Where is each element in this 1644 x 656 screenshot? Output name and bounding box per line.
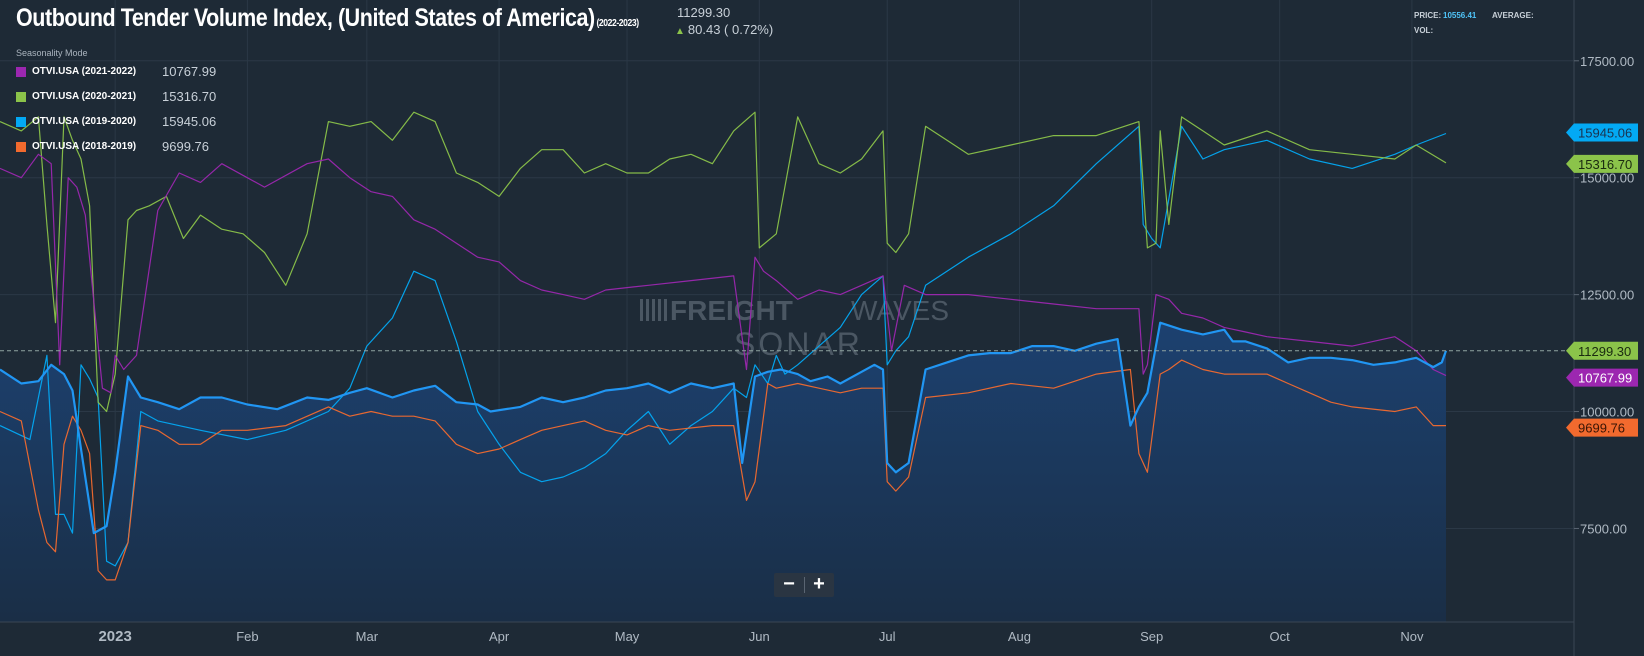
legend-item[interactable]: OTVI.USA (2019-2020) 15945.06	[16, 113, 256, 138]
legend-value: 15945.06	[162, 114, 217, 129]
freightwaves-logo-icon	[640, 299, 667, 321]
legend-label: OTVI.USA (2020-2021)	[32, 91, 137, 102]
watermark-freight: FREIGHT	[670, 295, 793, 326]
end-label-text: 9699.76	[1578, 421, 1625, 436]
y-tick-label: 15000.00	[1580, 171, 1634, 186]
y-tick-label: 12500.00	[1580, 288, 1634, 303]
legend-swatch	[16, 117, 26, 127]
x-tick-label: 2023	[98, 628, 131, 645]
end-label-box	[1566, 341, 1638, 360]
y-tick-label: 10000.00	[1580, 405, 1634, 420]
series-line-otvi-usa-2018-2019-	[0, 359, 1446, 581]
vol-label: VOL:	[1414, 26, 1434, 35]
current-change: ▲ 80.43 ( 0.72%)	[675, 22, 773, 37]
chart-title: Outbound Tender Volume Index, (United St…	[16, 4, 639, 33]
end-labels: 15945.06 15316.70 11299.30 10767.99 9699.76	[1566, 123, 1638, 437]
legend: OTVI.USA (2021-2022) 10767.99 OTVI.USA (…	[16, 63, 256, 163]
legend-value: 9699.76	[162, 139, 209, 154]
price-label: PRICE:	[1414, 11, 1442, 20]
legend-swatch	[16, 67, 26, 77]
legend-value: 15316.70	[162, 89, 217, 104]
watermark-waves: WAVES	[851, 295, 949, 326]
end-label-box	[1566, 368, 1638, 387]
legend-label: OTVI.USA (2018-2019)	[32, 141, 137, 152]
end-label: 9699.76	[1566, 418, 1638, 437]
y-tick-label: 17500.00	[1580, 54, 1634, 69]
end-label: 10767.99	[1566, 368, 1638, 387]
series-line-otvi-usa-2022-2023-	[0, 321, 1448, 535]
x-tick-label: Mar	[356, 629, 379, 644]
legend-swatch	[16, 92, 26, 102]
end-label: 11299.30	[1566, 341, 1638, 360]
end-label-box	[1566, 154, 1638, 173]
end-label: 15945.06	[1566, 123, 1638, 142]
legend-swatch	[16, 142, 26, 152]
end-label-text: 15316.70	[1578, 157, 1632, 172]
price-value: 10556.41	[1443, 11, 1477, 20]
x-tick-label: Jun	[749, 629, 770, 644]
x-tick-label: Apr	[489, 629, 510, 644]
series-area-2022-2023	[0, 322, 1446, 622]
end-label-text: 10767.99	[1578, 371, 1632, 386]
series-line-otvi-usa-2021-2022-	[0, 153, 1447, 394]
x-tick-label: Nov	[1400, 629, 1424, 644]
x-tick-label: Oct	[1270, 629, 1291, 644]
x-tick-label: Feb	[236, 629, 258, 644]
x-tick-label: Sep	[1140, 629, 1163, 644]
end-label-box	[1566, 123, 1638, 142]
end-label-text: 15945.06	[1578, 126, 1632, 141]
freightwaves-sonar-watermark: FREIGHT WAVES SONAR	[640, 295, 949, 362]
area-fill	[0, 322, 1446, 622]
legend-item[interactable]: OTVI.USA (2018-2019) 9699.76	[16, 138, 256, 163]
series-line-otvi-usa-2020-2021-	[0, 111, 1447, 413]
change-value: 80.43 ( 0.72%)	[687, 22, 774, 37]
y-tick-label: 7500.00	[1580, 521, 1627, 536]
current-price: 11299.30	[677, 5, 731, 20]
title-range: (2022-2023)	[596, 18, 640, 29]
series-lines	[0, 111, 1448, 581]
end-label-box	[1566, 418, 1638, 437]
zoom-divider	[804, 577, 805, 593]
zoom-in-button[interactable]: +	[813, 573, 825, 595]
x-tick-label: Aug	[1008, 629, 1031, 644]
x-tick-label: Jul	[879, 629, 896, 644]
average-label: AVERAGE:	[1492, 11, 1534, 20]
end-label: 15316.70	[1566, 154, 1638, 173]
up-arrow-icon: ▲	[675, 26, 685, 37]
legend-value: 10767.99	[162, 64, 217, 79]
chart-title-text: Outbound Tender Volume Index, (United St…	[16, 4, 595, 32]
seasonality-mode-label: Seasonality Mode	[16, 48, 88, 58]
legend-label: OTVI.USA (2019-2020)	[32, 116, 137, 127]
zoom-out-button[interactable]: −	[783, 573, 795, 595]
x-tick-label: May	[615, 629, 640, 644]
legend-item[interactable]: OTVI.USA (2020-2021) 15316.70	[16, 88, 256, 113]
legend-label: OTVI.USA (2021-2022)	[32, 66, 137, 77]
legend-item[interactable]: OTVI.USA (2021-2022) 10767.99	[16, 63, 256, 88]
zoom-controls: − +	[774, 573, 834, 597]
end-label-text: 11299.30	[1578, 344, 1631, 359]
watermark-sonar: SONAR	[734, 326, 863, 362]
